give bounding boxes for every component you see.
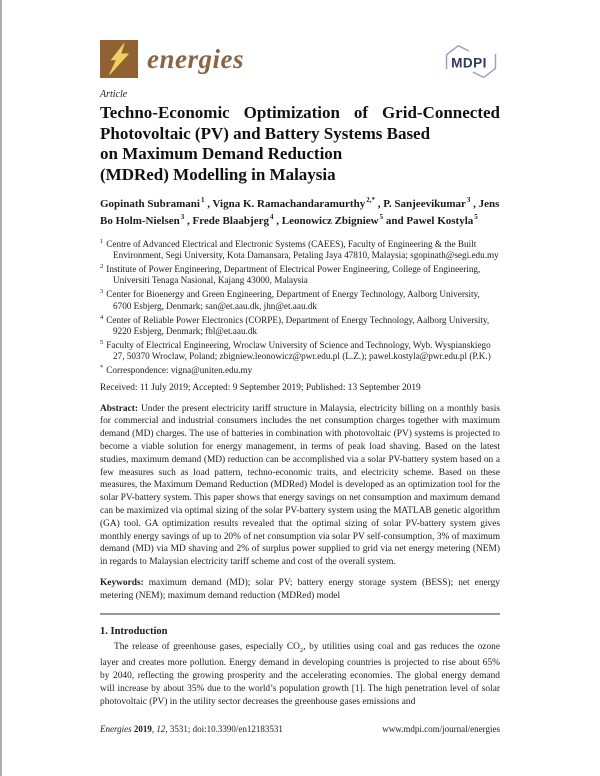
affiliation-item: 1 Centre of Advanced Electrical and Elect… [100,236,500,261]
author-affiliation-superscript: 4 [269,213,274,222]
citation-separator: , [151,724,157,734]
paper-title-line: Photovoltaic (PV) and Battery Systems Ba… [100,123,431,143]
affiliation-text: Institute of Power Engineering, Departme… [106,264,481,286]
footer-journal-url[interactable]: www.mdpi.com/journal/energies [382,724,500,734]
affiliation-text: Faculty of Electrical Engineering, Wrocl… [106,339,491,361]
introduction-heading: 1. Introduction [100,625,168,637]
author: , Vigna K. Ramachandaramurthy2,* [207,196,375,210]
author-name: Leonowicz Zbigniew [281,214,379,227]
author-separator: and [385,214,407,227]
author-affiliation-superscript: 3 [466,196,471,204]
author: , Leonowicz Zbigniew5 [276,213,384,227]
paper-title-line: on Maximum Demand Reduction [100,144,343,163]
journal-masthead: energies MDPI [100,40,500,80]
lightning-bolt-icon [100,40,138,78]
abstract-paragraph: Abstract: Under the present electricity … [100,403,500,569]
journal-wordmark: energies [147,44,244,74]
affiliation-marker: 1 [100,238,104,246]
author-separator: , [187,214,193,227]
page-footer: Energies 2019, 12, 3531; doi:10.3390/en1… [100,722,500,734]
affiliation-marker: * [100,363,104,371]
author-name: Jens Bo Holm-Nielsen [100,197,500,227]
keywords-paragraph: Keywords: maximum demand (MD); solar PV;… [100,577,500,603]
author: , Jens Bo Holm-Nielsen3 [100,198,499,227]
mdpi-logo: MDPI [442,42,500,87]
author-affiliation-superscript: 5 [379,213,384,222]
keywords-text: maximum demand (MD); solar PV; battery e… [100,578,500,601]
paper-title-line: (MDRed) Modelling in Malaysia [100,164,336,184]
journal-url-link[interactable]: www.mdpi.com/journal/energies [382,724,500,734]
author-name: Gopinath Subramani [100,197,200,210]
affiliation-item: 4 Center of Reliable Power Electronics (C… [100,312,500,337]
mdpi-logo-text: MDPI [451,55,487,70]
affiliation-text: Center for Bioenergy and Green Engineeri… [106,289,480,311]
affiliation-text: Center of Reliable Power Electronics (CO… [106,314,490,336]
paper-title-line: Techno-Economic Optimization of Grid-Con… [100,103,500,122]
intro-text-before-subscript: The release of greenhouse gases, especia… [114,641,300,652]
section-divider [100,612,500,615]
citation-volume: 12 [156,724,166,734]
author-separator: , [473,197,479,210]
citation-journal-name: Energies [100,724,134,734]
affiliation-item: 5 Faculty of Electrical Engineering, Wroc… [100,337,500,362]
author-line: Gopinath Subramani1 , Vigna K. Ramachand… [100,194,500,228]
author-name: Vigna K. Ramachandaramurthy [212,197,366,210]
affiliation-marker: 5 [100,338,104,346]
affiliation-marker: 2 [100,263,104,271]
abstract-text: Under the present electricity tariff str… [100,403,500,568]
author-separator: , [377,197,384,210]
affiliation-item: 3 Center for Bioenergy and Green Engineer… [100,286,500,311]
author-affiliation-superscript: 1 [200,196,205,204]
author-affiliation-superscript: 3 [180,213,185,222]
dates-line: Received: 11 July 2019; Accepted: 9 Sept… [100,382,421,393]
abstract-label: Abstract: [100,403,139,414]
article-type-label: Article [100,89,128,100]
author: , P. Sanjeevikumar3 [377,196,471,210]
keywords-label: Keywords: [100,578,144,589]
energies-logo: energies [100,40,244,78]
author: , Frede Blaabjerg4 [187,213,274,227]
affiliation-text: Correspondence: vigna@uniten.edu.my [106,364,253,375]
affiliation-marker: 3 [100,288,104,296]
author-affiliation-superscript: 5 [474,213,478,222]
intro-text-after-subscript: , by utilities using coal and gas reduce… [100,641,500,707]
page-left-edge [0,0,2,776]
author-separator: , [276,214,282,227]
author-affiliation-superscript: 2,* [366,196,375,204]
author-name: Frede Blaabjerg [192,214,269,227]
author: Gopinath Subramani1 [100,196,205,210]
affiliation-marker: 4 [100,313,104,321]
author-name: Pawel Kostyla [406,214,474,227]
affiliation-text: Centre of Advanced Electrical and Electr… [106,239,499,261]
author-name: P. Sanjeevikumar [383,197,466,210]
introduction-paragraph: The release of greenhouse gases, especia… [100,641,500,709]
co2-subscript: 2 [299,646,304,654]
paper-title: Techno-Economic Optimization of Grid-Con… [100,103,500,185]
affiliation-list: 1 Centre of Advanced Electrical and Elect… [100,236,500,375]
author-separator: , [207,197,213,210]
author: and Pawel Kostyla5 [385,213,478,227]
affiliation-item: 2 Institute of Power Engineering, Departm… [100,261,500,286]
citation-year: 2019 [133,724,152,734]
affiliation-item: * Correspondence: vigna@uniten.edu.my [100,362,500,376]
citation-doi: , 3531; doi:10.3390/en12183531 [165,724,283,734]
footer-citation: Energies 2019, 12, 3531; doi:10.3390/en1… [100,724,283,734]
